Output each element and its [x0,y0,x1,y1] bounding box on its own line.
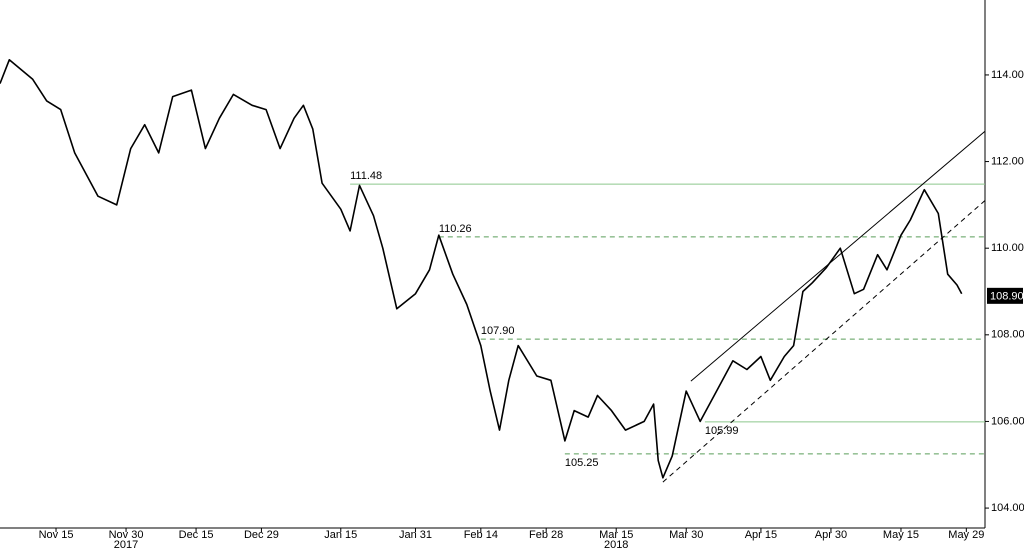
x-tick-label: Nov 15 [39,529,74,541]
year-label: 2017 [114,539,138,549]
last-price-label: 108.90 [990,291,1024,303]
x-tick-label: Apr 15 [745,529,777,541]
trendline [662,200,986,483]
y-tick-label: 104.00 [991,502,1024,514]
level-label: 111.48 [350,170,382,182]
x-tick-label: Apr 30 [815,529,847,541]
x-tick-label: Feb 14 [464,529,498,541]
x-tick-label: Dec 29 [244,529,279,541]
y-tick-label: 108.00 [991,329,1024,341]
x-tick-label: Dec 15 [179,529,214,541]
x-tick-label: Nov 30 [109,529,144,541]
level-label: 110.26 [439,223,472,235]
y-tick-label: 110.00 [991,242,1024,254]
last-price-box [987,287,1023,304]
y-tick-label: 112.00 [991,155,1024,167]
price-line [0,59,963,479]
x-tick-label: May 29 [948,529,984,541]
x-tick-label: Jan 31 [399,529,432,541]
x-tick-label: Mar 30 [669,529,703,541]
x-tick-label: Feb 28 [529,529,563,541]
trendline [690,130,986,382]
y-tick-label: 114.00 [991,69,1024,81]
level-label: 105.99 [705,425,739,437]
y-tick-label: 106.00 [991,415,1024,427]
year-label: 2018 [604,539,628,549]
x-tick-label: Mar 15 [599,529,633,541]
level-label: 107.90 [481,325,515,337]
level-label: 105.25 [565,457,599,469]
x-tick-label: Jan 15 [324,529,357,541]
x-tick-label: May 15 [883,529,919,541]
